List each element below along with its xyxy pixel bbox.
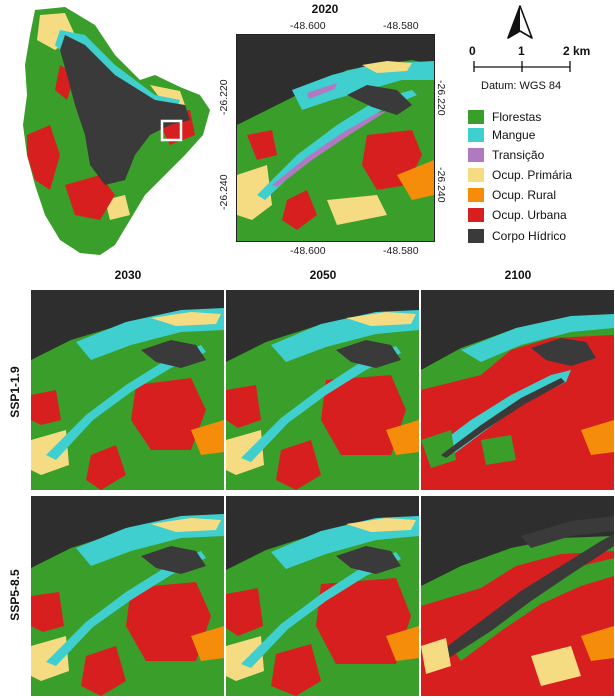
legend-swatch	[468, 147, 484, 162]
north-arrow-icon	[505, 4, 535, 42]
legend-swatch	[468, 187, 484, 202]
legend-swatch	[468, 207, 484, 222]
map-ssp1-2050	[226, 290, 419, 490]
legend-label: Corpo Hídrico	[492, 228, 567, 243]
inset-y-tick-right-1: -26.220	[435, 80, 447, 116]
inset-y-tick-left-2: -26.240	[218, 174, 230, 210]
inset-x-tick-top-2: -48.580	[383, 20, 419, 32]
inset-x-tick-bottom-2: -48.580	[383, 245, 419, 257]
datum-label: Datum: WGS 84	[481, 80, 562, 92]
inset-map-graphic	[237, 60, 434, 241]
legend-label: Ocup. Rural	[492, 187, 557, 202]
map-ssp5-2100	[421, 496, 614, 696]
legend-swatch	[468, 167, 484, 182]
row-title-ssp1: SSP1-1.9	[8, 366, 22, 418]
legend-item-ocup-primaria: Ocup. Primária	[468, 166, 572, 183]
legend-item-mangue: Mangue	[468, 126, 535, 143]
inset-map-2020	[236, 34, 435, 242]
legend-item-ocup-urbana: Ocup. Urbana	[468, 206, 567, 223]
legend-item-ocup-rural: Ocup. Rural	[468, 186, 556, 203]
overview-map	[5, 5, 220, 260]
inset-title: 2020	[311, 2, 339, 16]
legend-swatch	[468, 228, 484, 243]
legend-label: Ocup. Primária	[492, 167, 573, 182]
scale-label-0: 0	[469, 44, 476, 58]
map-ssp1-2030	[31, 290, 224, 490]
legend-label: Mangue	[492, 127, 536, 142]
inset-y-tick-right-2: -26.240	[435, 167, 447, 203]
legend-swatch	[468, 109, 484, 124]
scale-label-2: 2 km	[563, 44, 591, 58]
map-ssp5-2030	[31, 496, 224, 696]
scale-label-1: 1	[518, 44, 525, 58]
inset-y-tick-left-1: -26.220	[218, 79, 230, 115]
legend-label: Ocup. Urbana	[492, 207, 567, 222]
map-ssp1-2100	[421, 290, 614, 490]
map-ssp5-2050	[226, 496, 419, 696]
inset-x-tick-bottom-1: -48.600	[290, 245, 326, 257]
row-title-ssp5: SSP5-8.5	[8, 569, 22, 621]
legend-label: Transição	[492, 147, 545, 162]
legend-label: Florestas	[492, 109, 542, 124]
legend-swatch	[468, 127, 484, 142]
col-title-2050: 2050	[309, 268, 337, 282]
inset-x-tick-top-1: -48.600	[290, 20, 326, 32]
legend-item-corpo-hidrico: Corpo Hídrico	[468, 227, 566, 244]
legend-item-florestas: Florestas	[468, 108, 541, 125]
col-title-2030: 2030	[114, 268, 142, 282]
scale-bar	[473, 61, 571, 73]
legend-item-transicao: Transição	[468, 146, 544, 163]
col-title-2100: 2100	[504, 268, 532, 282]
